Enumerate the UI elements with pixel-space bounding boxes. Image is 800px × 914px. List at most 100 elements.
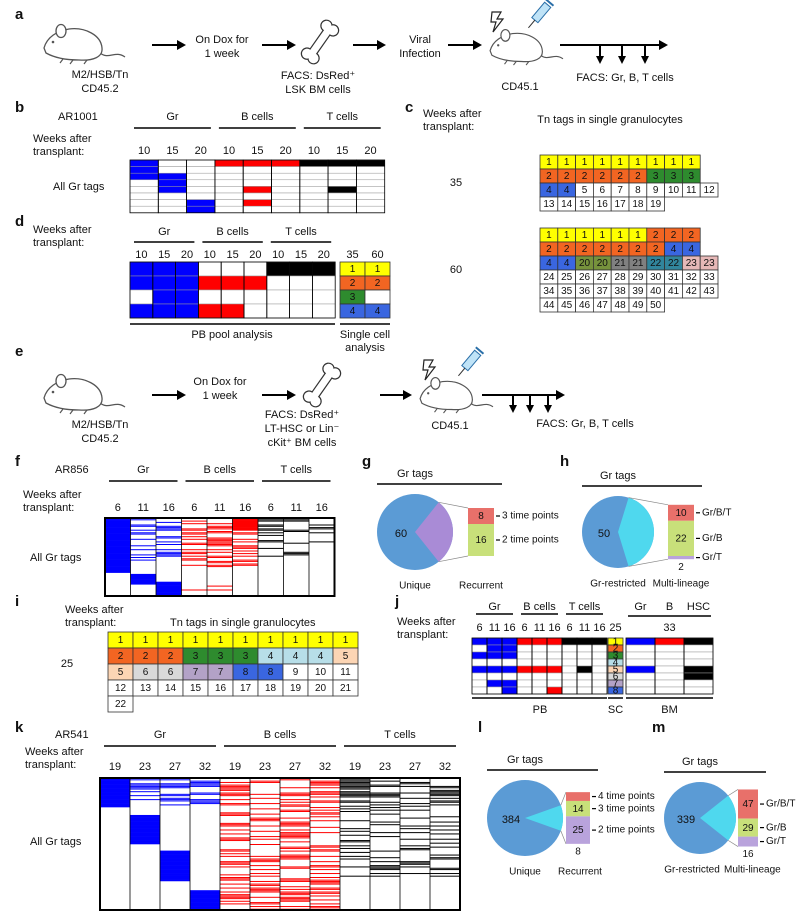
tag-label: 2 <box>671 230 677 241</box>
week-label: 16 <box>503 622 515 634</box>
week-label: 16 <box>316 502 328 514</box>
heat-cell <box>625 658 656 667</box>
heat-line <box>130 549 156 551</box>
irradiation-icon <box>490 11 505 33</box>
week-label: 20 <box>195 145 207 157</box>
heat-cell <box>289 275 313 291</box>
heat-line <box>156 589 182 592</box>
heat-line <box>100 793 130 796</box>
tag-label: 12 <box>115 683 127 694</box>
mouse-tail <box>99 52 126 58</box>
unique-count: 339 <box>677 814 695 826</box>
heat-line <box>400 847 430 849</box>
heat-line <box>181 538 207 540</box>
heat-line <box>130 525 156 527</box>
heat-line <box>156 588 182 590</box>
heat-line <box>250 836 280 838</box>
arrow-head <box>473 40 482 50</box>
heat-line <box>181 542 207 544</box>
label: Tn tags in single granulocytes <box>537 114 683 126</box>
tag-label: 3 <box>671 171 677 182</box>
heat-line <box>207 531 233 532</box>
heat-line <box>100 788 130 791</box>
heat-line <box>156 583 182 585</box>
heat-line <box>250 865 280 867</box>
heat-line <box>100 800 130 803</box>
heat-cell <box>625 672 656 681</box>
week-label: 6 <box>521 622 527 634</box>
heat-line <box>105 571 131 573</box>
heat-cell <box>501 665 518 674</box>
heat-line <box>100 801 130 804</box>
heat-cell <box>327 159 357 167</box>
heat-line <box>310 899 340 901</box>
heat-line <box>105 524 131 527</box>
heat-cell <box>129 172 159 181</box>
weeks-label: Weeks after <box>33 224 92 236</box>
label: All Gr tags <box>30 552 82 564</box>
tag-label: 8 <box>243 667 249 678</box>
heat-line <box>370 780 400 782</box>
heat-cell <box>531 665 548 674</box>
heat-line <box>181 528 207 530</box>
mouse-eye <box>427 392 430 395</box>
group-label: Gr <box>158 226 171 238</box>
mouse-tail <box>470 402 494 408</box>
label: AR856 <box>55 464 89 476</box>
tag-label: 23 <box>686 258 698 269</box>
heat-line <box>280 891 310 893</box>
heat-cell <box>242 199 272 207</box>
heat-line <box>105 540 131 542</box>
heat-cell <box>561 672 578 681</box>
heat-line <box>160 853 190 855</box>
pie-recurrent <box>525 805 563 831</box>
caption: Multi-lineage <box>724 865 781 876</box>
heat-cell <box>591 686 608 695</box>
heat-line <box>340 801 370 803</box>
heat-line <box>207 544 233 545</box>
week-label: 11 <box>489 622 500 634</box>
tag-label: 2 <box>168 651 174 662</box>
heat-line <box>340 796 370 798</box>
heat-line <box>190 892 220 895</box>
heat-line <box>220 903 250 905</box>
heat-line <box>310 861 340 863</box>
heat-line <box>280 805 310 807</box>
heat-cell <box>531 644 548 653</box>
heat-line <box>105 567 131 569</box>
label: SC <box>608 704 623 716</box>
heat-line <box>250 887 280 889</box>
heat-line <box>181 551 207 553</box>
weeks-label: Weeks after <box>65 604 124 616</box>
heat-line <box>105 519 131 521</box>
caption: Recurrent <box>558 867 602 878</box>
bone-fill <box>307 26 333 58</box>
mouse-foot <box>504 60 508 65</box>
heat-line <box>370 804 400 806</box>
heat-cell <box>516 658 533 667</box>
heat-cell <box>175 275 199 291</box>
tag-label: 9 <box>293 667 299 678</box>
heat-cell <box>242 192 272 200</box>
label: Infection <box>399 48 441 60</box>
segment-label: 4 time points <box>598 791 655 802</box>
tag-label: 29 <box>632 272 644 283</box>
label: analysis <box>345 342 385 354</box>
pie-recurrent <box>700 795 736 841</box>
heat-line <box>340 851 370 853</box>
heat-line <box>280 846 310 848</box>
heat-line <box>190 894 220 896</box>
heat-line <box>250 793 280 795</box>
connector <box>728 789 739 796</box>
heat-line <box>156 590 182 593</box>
mouse-eye <box>51 390 55 394</box>
heat-line <box>250 844 280 845</box>
heat-cell <box>214 166 244 174</box>
heat-line <box>207 525 233 527</box>
heat-line <box>130 579 156 581</box>
heat-cell <box>271 192 301 200</box>
tag-cell <box>607 686 624 695</box>
heat-line <box>310 869 340 871</box>
heat-line <box>280 824 310 826</box>
heat-line <box>130 799 160 801</box>
